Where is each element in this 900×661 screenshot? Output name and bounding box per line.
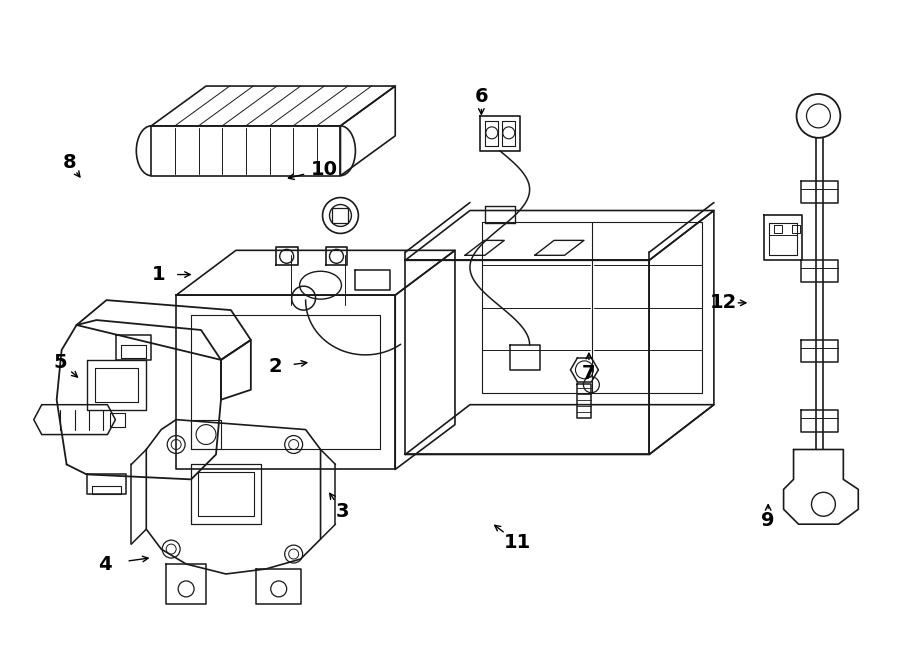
Text: 4: 4 <box>98 555 112 574</box>
Text: 2: 2 <box>268 357 282 376</box>
Text: 11: 11 <box>504 533 531 552</box>
Text: 8: 8 <box>62 153 76 172</box>
Text: 10: 10 <box>311 160 338 178</box>
Text: 7: 7 <box>582 364 596 383</box>
Text: 9: 9 <box>761 510 775 529</box>
Text: 1: 1 <box>152 265 166 284</box>
Text: 12: 12 <box>710 293 737 313</box>
Text: 6: 6 <box>474 87 488 106</box>
Text: 3: 3 <box>336 502 349 521</box>
Text: 5: 5 <box>53 352 67 371</box>
